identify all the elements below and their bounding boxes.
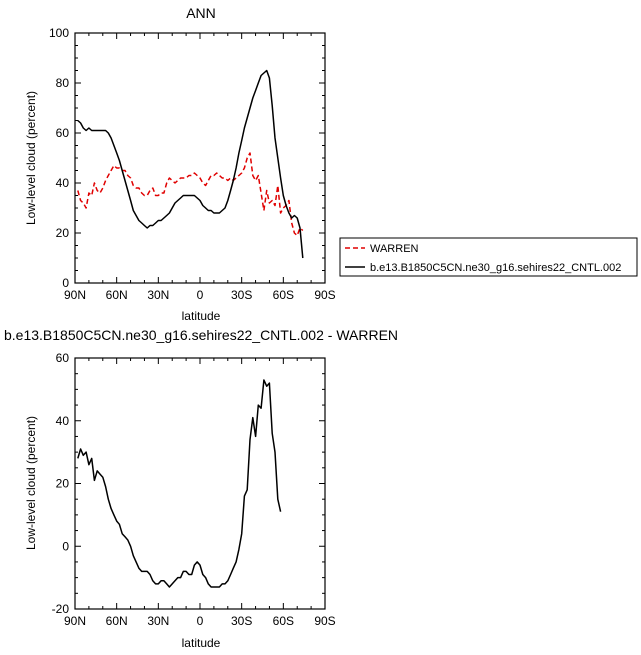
x-tick-label: 90N — [64, 288, 86, 302]
bottom-chart-panel: b.e13.B1850C5CN.ne30_g16.sehires22_CNTL.… — [4, 327, 398, 650]
top-chart-panel: ANN 90N 60N 30N 0 30S 60S 90S 0 20 40 60 80 100 lati… — [24, 5, 336, 323]
y-tick-label: 80 — [56, 76, 70, 90]
y-tick-label: 0 — [62, 539, 69, 553]
x-tick-label: 60N — [106, 288, 128, 302]
top-y-axis-label: Low-level cloud (percent) — [24, 91, 38, 225]
y-tick-label: 20 — [56, 226, 70, 240]
x-tick-label: 30S — [231, 288, 252, 302]
top-x-axis-label: latitude — [182, 309, 221, 323]
legend-label-cntl: b.e13.B1850C5CN.ne30_g16.sehires22_CNTL.… — [370, 262, 621, 274]
top-chart-legend: WARREN b.e13.B1850C5CN.ne30_g16.sehires2… — [339, 237, 638, 277]
x-tick-label: 60S — [273, 288, 294, 302]
x-tick-label: 30N — [147, 288, 169, 302]
x-tick-label: 30N — [147, 614, 169, 628]
x-tick-label: 60N — [106, 614, 128, 628]
series-line-solid-1 — [77, 69, 304, 259]
x-tick-label: 90S — [314, 614, 335, 628]
x-tick-label: 60S — [273, 614, 294, 628]
y-tick-label: 100 — [49, 26, 69, 40]
y-tick-label: 60 — [56, 351, 70, 365]
legend-box — [339, 237, 638, 277]
series-line-dashed-0 — [77, 152, 304, 237]
y-tick-label: 0 — [62, 276, 69, 290]
bottom-x-axis-label: latitude — [182, 636, 221, 650]
y-tick-label: 60 — [56, 126, 70, 140]
top-chart-frame — [74, 32, 326, 284]
y-tick-label: 40 — [56, 176, 70, 190]
bottom-chart-title: b.e13.B1850C5CN.ne30_g16.sehires22_CNTL.… — [4, 327, 398, 343]
x-tick-label: 90N — [64, 614, 86, 628]
y-tick-label: 20 — [56, 477, 70, 491]
x-tick-label: 0 — [197, 614, 204, 628]
bottom-chart-frame — [74, 357, 326, 610]
y-tick-label: 40 — [56, 414, 70, 428]
series-line-solid-0 — [77, 379, 282, 588]
y-tick-label: -20 — [52, 602, 70, 616]
legend-label-warren: WARREN — [370, 243, 419, 255]
x-tick-label: 90S — [314, 288, 335, 302]
x-tick-label: 0 — [197, 288, 204, 302]
top-chart-title: ANN — [186, 5, 216, 21]
bottom-y-axis-label: Low-level cloud (percent) — [24, 416, 38, 550]
x-tick-label: 30S — [231, 614, 252, 628]
